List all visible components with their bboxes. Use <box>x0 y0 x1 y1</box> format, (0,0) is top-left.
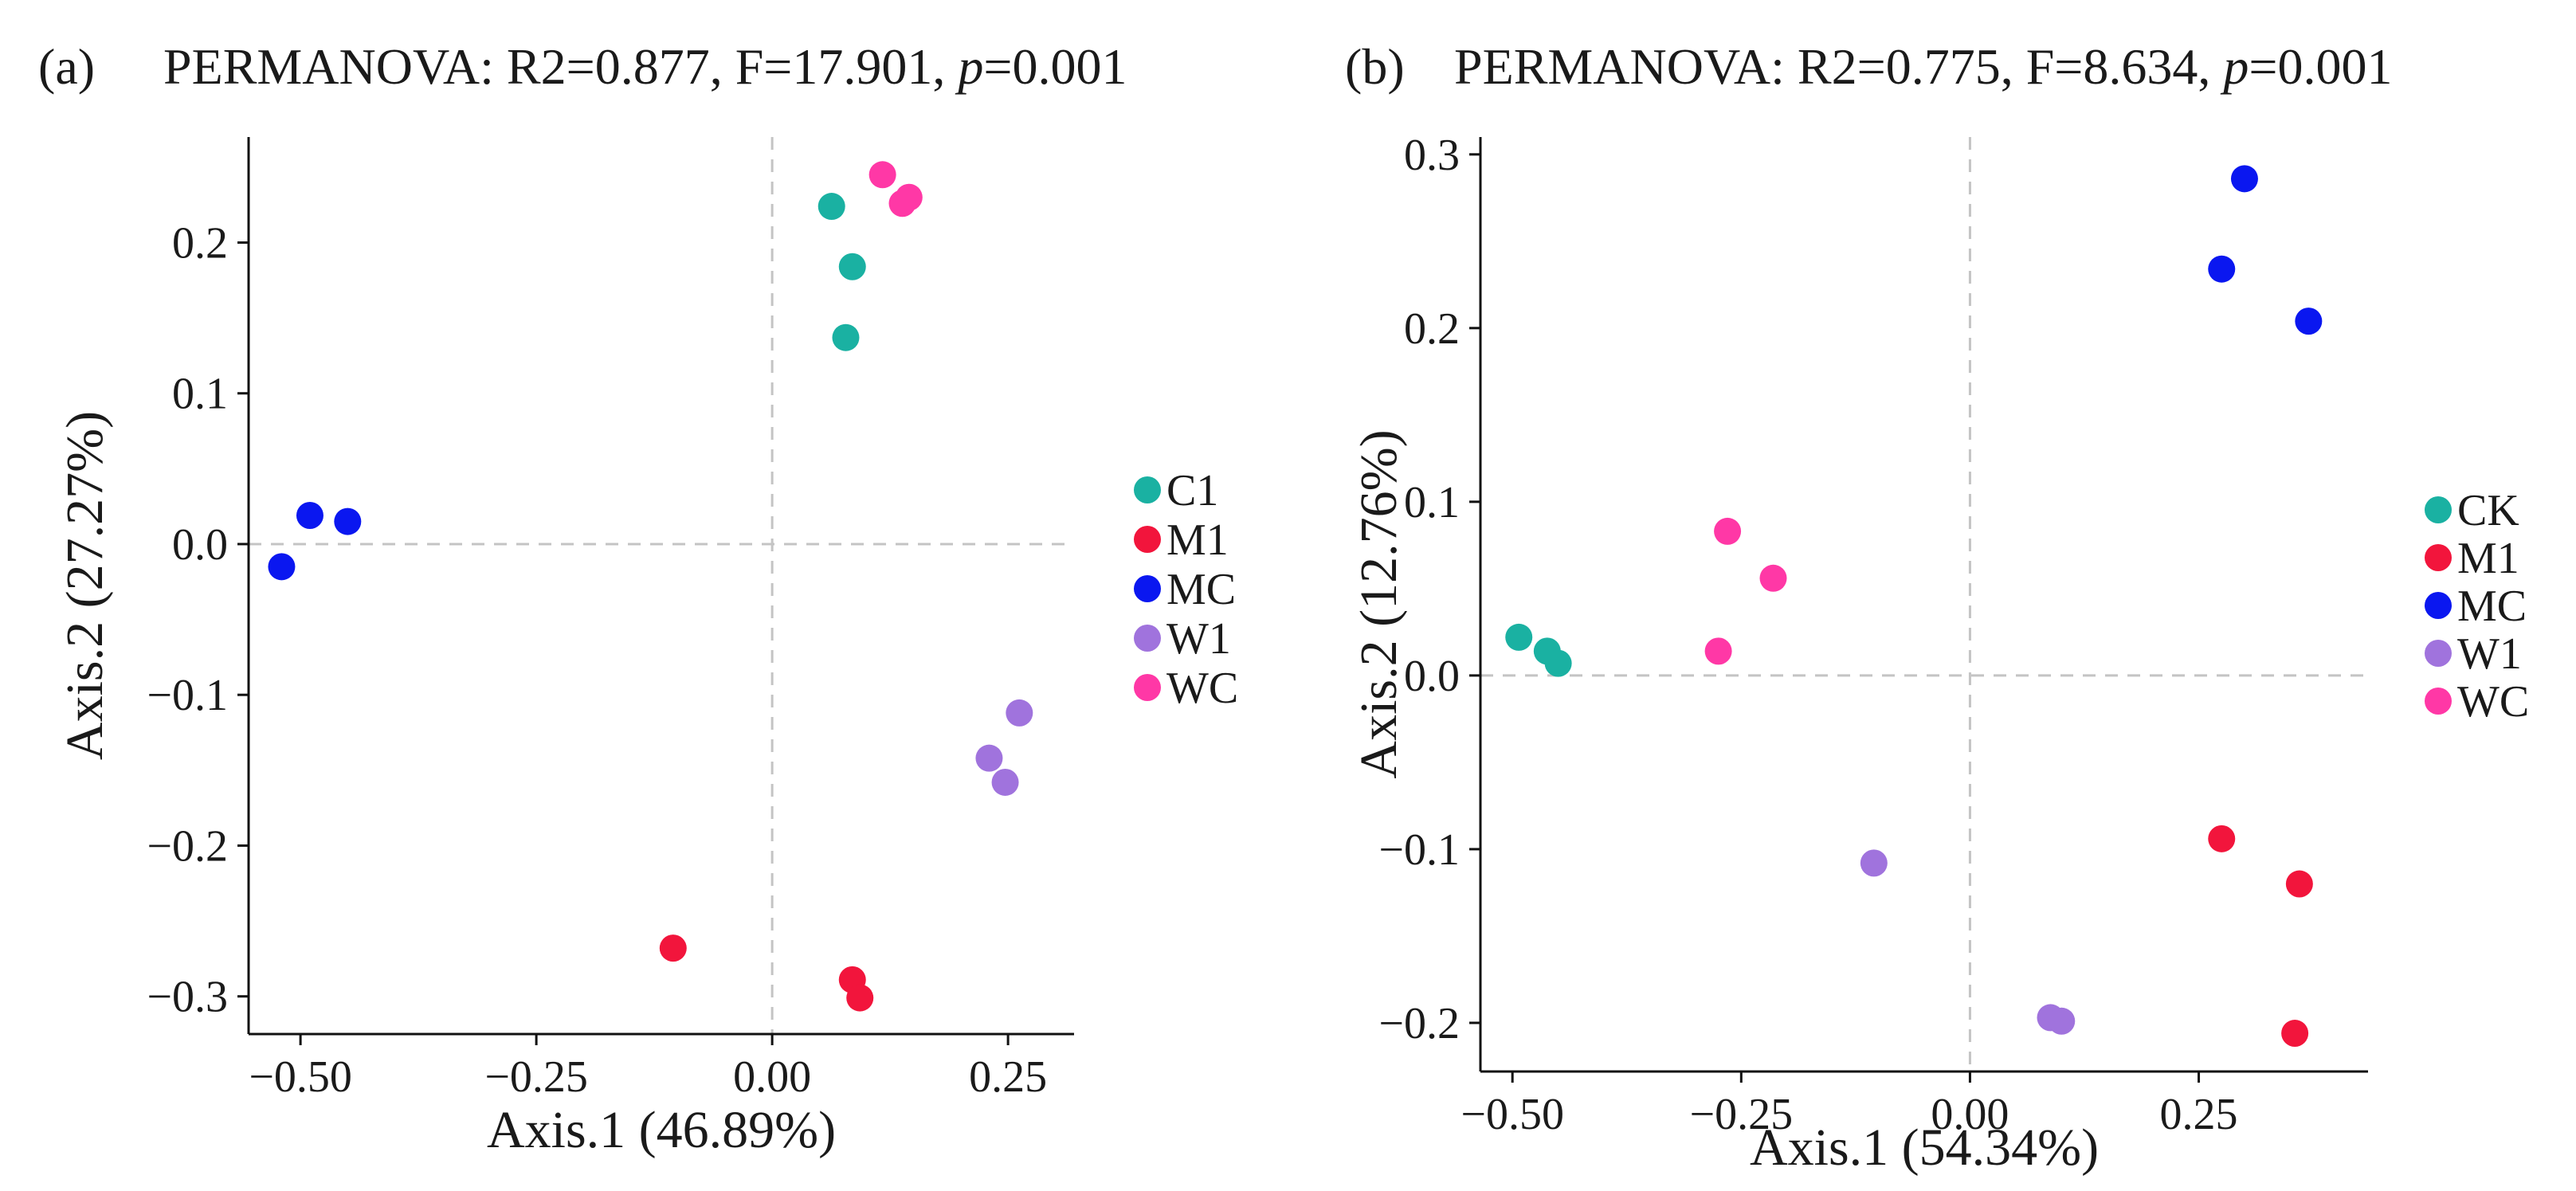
data-point <box>2208 825 2236 852</box>
y-tick-label: −0.1 <box>1378 825 1460 875</box>
data-point <box>296 502 323 530</box>
data-point <box>832 323 860 351</box>
data-point <box>1860 849 1888 877</box>
legend-key <box>2425 688 2452 715</box>
chart-title: PERMANOVA: R2=0.877, F=17.901, p=0.001 <box>163 38 1127 95</box>
x-tick-label: −0.50 <box>1461 1090 1564 1139</box>
legend-label: C1 <box>1166 466 1218 515</box>
legend-key <box>1134 625 1161 652</box>
data-point <box>2208 255 2236 283</box>
legend-key <box>1134 575 1161 602</box>
data-point <box>817 193 845 221</box>
panel-a: (a) PERMANOVA: R2=0.877, F=17.901, p=0.00… <box>38 38 1238 1159</box>
legend-label: WC <box>1166 664 1238 713</box>
y-axis-label: Axis.2 (12.76%) <box>1350 429 1408 778</box>
data-point <box>2281 1020 2309 1048</box>
data-point <box>991 768 1019 796</box>
series-mc <box>268 502 362 581</box>
series-w1 <box>1860 849 2076 1035</box>
data-point <box>2285 870 2313 898</box>
x-tick-label: 0.00 <box>733 1052 811 1102</box>
x-tick-label: −0.50 <box>249 1052 352 1102</box>
panel-b: (b) PERMANOVA: R2=0.775, F=8.634, p=0.001… <box>1345 38 2529 1177</box>
legend-label: MC <box>2457 582 2527 631</box>
data-point <box>2295 308 2323 335</box>
y-axis-label: Axis.2 (27.27%) <box>56 411 114 760</box>
legend-label: MC <box>1166 565 1236 614</box>
y-tick-label: 0.0 <box>1404 652 1460 701</box>
legend-key <box>1134 476 1161 503</box>
legend-label: CK <box>2457 486 2519 535</box>
y-tick-label: 0.1 <box>1404 478 1460 527</box>
chart-title-p-value: =0.001 <box>2249 38 2392 95</box>
legend-label: M1 <box>2457 534 2519 583</box>
data-point <box>2230 165 2258 193</box>
data-point <box>868 161 896 189</box>
legend-key <box>2425 496 2452 523</box>
y-tick-label: −0.3 <box>147 973 228 1022</box>
y-tick-label: −0.2 <box>147 821 228 871</box>
data-point <box>846 984 874 1012</box>
chart-title: PERMANOVA: R2=0.775, F=8.634, p=0.001 <box>1454 38 2392 95</box>
y-tick-label: −0.1 <box>147 671 228 720</box>
x-tick-label: 0.25 <box>2160 1090 2238 1139</box>
series-wc <box>1704 517 1787 665</box>
data-point <box>1704 637 1732 665</box>
y-tick-label: 0.1 <box>172 370 228 419</box>
legend-key <box>2425 640 2452 667</box>
legend-label: M1 <box>1166 515 1229 565</box>
legend-key <box>1134 674 1161 701</box>
legend-label: W1 <box>1166 614 1231 664</box>
y-tick-label: 0.3 <box>1404 131 1460 180</box>
series-c1 <box>817 193 866 351</box>
data-point <box>975 744 1003 772</box>
y-tick-label: 0.0 <box>172 520 228 570</box>
data-point <box>1714 517 1742 545</box>
chart-title-stats: PERMANOVA: R2=0.775, F=8.634, <box>1454 38 2223 95</box>
x-tick-label: −0.25 <box>484 1052 588 1102</box>
data-point <box>895 183 923 211</box>
data-point <box>268 553 296 581</box>
x-tick-label: 0.25 <box>969 1052 1047 1102</box>
x-tick-label: −0.25 <box>1690 1090 1794 1139</box>
chart-title-p-value: =0.001 <box>983 38 1127 95</box>
y-tick-label: 0.2 <box>172 218 228 268</box>
data-point <box>1505 623 1533 651</box>
series-m1 <box>2208 825 2313 1048</box>
series-mc <box>2208 165 2323 335</box>
panel-tag: (b) <box>1345 38 1405 95</box>
series-m1 <box>659 934 874 1012</box>
series-ck <box>1505 623 1572 677</box>
data-point <box>838 253 866 280</box>
legend-key <box>1134 526 1161 553</box>
panel-tag: (a) <box>38 38 95 95</box>
x-axis-label: Axis.1 (46.89%) <box>487 1101 836 1159</box>
chart-title-stats: PERMANOVA: R2=0.877, F=17.901, <box>163 38 958 95</box>
chart-title-p-symbol: p <box>2220 38 2249 95</box>
data-point <box>659 934 687 962</box>
x-tick-label: 0.00 <box>1931 1090 2009 1139</box>
data-point <box>1006 699 1033 727</box>
x-axis-label: Axis.1 (54.34%) <box>1750 1119 2099 1177</box>
series-wc <box>868 161 923 217</box>
legend-label: WC <box>2457 677 2529 727</box>
series-w1 <box>975 699 1033 796</box>
legend-key <box>2425 592 2452 619</box>
data-point <box>1544 649 1572 677</box>
y-tick-label: 0.2 <box>1404 304 1460 354</box>
y-tick-label: −0.2 <box>1378 999 1460 1048</box>
data-point <box>334 507 362 535</box>
legend-key <box>2425 544 2452 571</box>
legend-label: W1 <box>2457 629 2522 679</box>
data-point <box>2048 1007 2076 1035</box>
data-point <box>1759 564 1787 592</box>
chart-title-p-symbol: p <box>955 38 983 95</box>
